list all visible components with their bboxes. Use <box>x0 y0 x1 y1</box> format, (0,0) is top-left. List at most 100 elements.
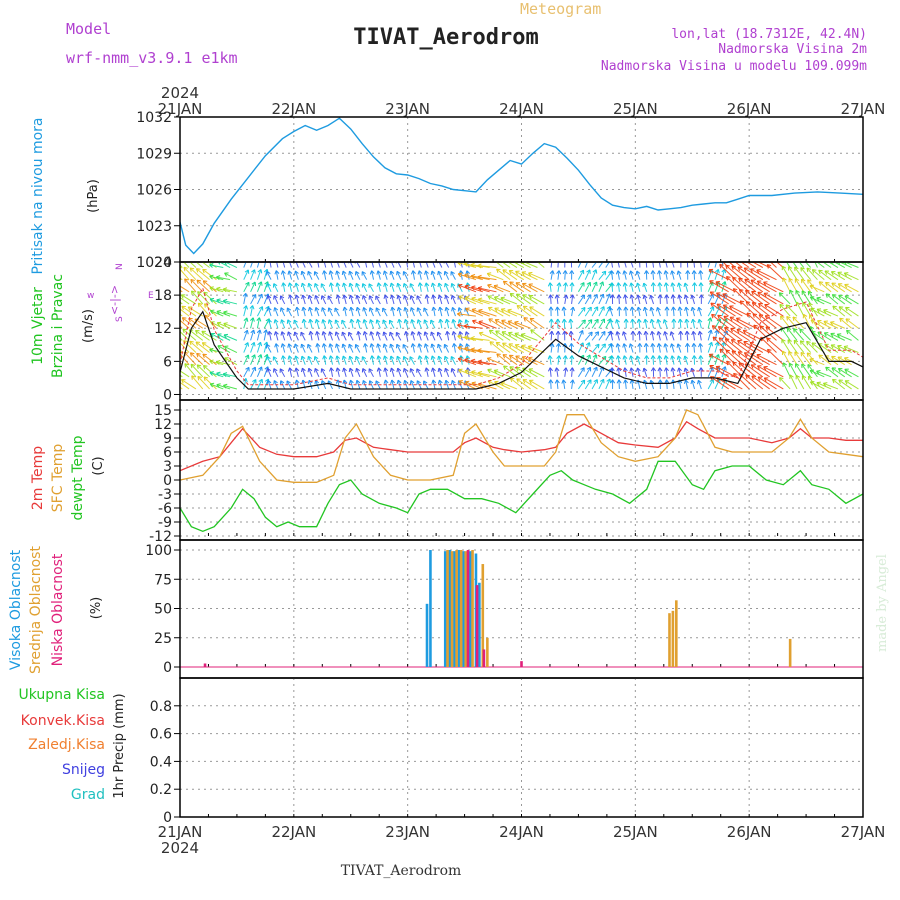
wind-arrow <box>722 293 743 305</box>
wind-arrow <box>671 355 675 365</box>
wind-arrow-head <box>677 270 682 274</box>
wind-arrow-head <box>663 367 667 372</box>
wind-arrow <box>808 375 818 390</box>
wind-arrow <box>384 294 388 305</box>
wind-arrow <box>831 282 846 293</box>
wind-arrow <box>369 307 374 317</box>
wind-arrow-head <box>699 270 704 275</box>
wind-arrow-head <box>593 281 597 285</box>
wind-arrow <box>844 380 859 390</box>
wind-arrow-head <box>617 355 621 359</box>
wind-arrow-head <box>327 319 330 324</box>
wind-arrow-head <box>693 343 697 347</box>
wind-arrow-head <box>439 306 443 311</box>
wind-arrow-head <box>729 305 733 310</box>
wind-arrow <box>188 329 204 341</box>
wind-arrow <box>432 294 436 305</box>
wind-arrow <box>699 270 702 280</box>
wind-arrow-head <box>209 360 213 365</box>
wind-arrow <box>521 271 538 281</box>
wind-arrow-head <box>570 330 574 335</box>
wind-arrow <box>781 339 791 353</box>
wind-arrow <box>477 276 497 281</box>
wind-arrow <box>598 331 606 341</box>
wind-arrow-head <box>757 376 761 381</box>
wind-arrow-head <box>601 330 606 334</box>
wind-arrow-head <box>806 267 809 273</box>
wind-arrow-head <box>349 319 352 324</box>
wind-arrow-head <box>719 348 724 351</box>
wind-arrow <box>274 307 279 317</box>
wind-arrow-head <box>616 282 619 287</box>
wind-arrow-head <box>465 380 470 383</box>
wind-arrow-head <box>550 294 554 299</box>
wind-arrow-head <box>308 319 311 324</box>
wind-arrow-head <box>362 368 367 372</box>
wind-arrow-head <box>181 379 184 384</box>
wind-arrow-head <box>812 269 817 271</box>
wind-arrow <box>243 293 247 305</box>
wind-arrow-head <box>606 305 611 309</box>
wind-arrow-head <box>623 355 628 359</box>
wind-arrow-head <box>811 342 814 347</box>
wind-arrow <box>323 270 327 280</box>
wind-arrow-head <box>836 333 841 338</box>
wind-arrow <box>617 282 620 292</box>
wind-arrow <box>250 329 255 341</box>
wind-arrow-head <box>726 361 729 366</box>
wind-arrow-head <box>438 282 443 287</box>
wind-arrow-head <box>289 282 293 287</box>
wind-arrow-head <box>564 270 568 275</box>
wind-arrow <box>356 262 361 268</box>
wind-arrow <box>197 302 210 317</box>
wind-arrow-head <box>789 362 794 366</box>
wind-arrow-head <box>377 270 382 274</box>
wind-arrow-head <box>267 319 270 324</box>
wind-arrow <box>404 307 409 317</box>
cloud-mid-bar <box>788 638 792 667</box>
wind-arrow <box>371 262 374 268</box>
wind-arrow-head <box>216 310 221 312</box>
wind-arrow <box>471 286 490 293</box>
wind-arrow <box>810 319 825 329</box>
wind-arrow-head <box>209 274 214 277</box>
wind-arrow <box>643 379 648 390</box>
wind-arrow <box>663 319 668 329</box>
wind-arrow <box>488 318 504 329</box>
wind-arrow <box>737 266 757 281</box>
wind-arrow <box>335 331 340 341</box>
wind-arrow <box>750 279 770 293</box>
y-tick-label: -12 <box>149 529 172 545</box>
wind-arrow-head <box>432 379 437 384</box>
wind-arrow <box>806 340 818 353</box>
wind-arrow-head <box>355 295 358 300</box>
wind-arrow <box>837 283 852 293</box>
wind-arrow-head <box>719 263 724 266</box>
wind-arrow <box>624 367 627 377</box>
wind-arrow-head <box>181 306 184 311</box>
wind-arrow-head <box>419 282 423 287</box>
wind-arrow-head <box>294 331 299 335</box>
wind-arrow-head <box>465 319 470 323</box>
wind-arrow <box>677 343 682 353</box>
wind-arrow-head <box>810 326 815 330</box>
wind-arrow-head <box>361 271 366 275</box>
wind-arrow <box>337 294 340 305</box>
wind-arrow-head <box>243 317 248 321</box>
y-tick-label: 25 <box>154 631 172 647</box>
wind-arrow-head <box>349 367 354 372</box>
wind-arrow <box>288 355 293 365</box>
wind-arrow <box>692 331 696 341</box>
wind-arrow-head <box>307 368 310 373</box>
wind-arrow-head <box>565 355 568 360</box>
wind-arrow-head <box>489 341 494 343</box>
wind-arrow-head <box>196 279 199 285</box>
wind-arrow-head <box>477 276 482 280</box>
wind-arrow <box>316 343 320 353</box>
wind-arrow-head <box>342 379 345 384</box>
wind-arrow <box>616 331 620 341</box>
wind-arrow-head <box>223 287 228 290</box>
wind-arrow-head <box>457 358 462 362</box>
wind-arrow-head <box>822 383 827 387</box>
wind-arrow-head <box>680 330 684 335</box>
